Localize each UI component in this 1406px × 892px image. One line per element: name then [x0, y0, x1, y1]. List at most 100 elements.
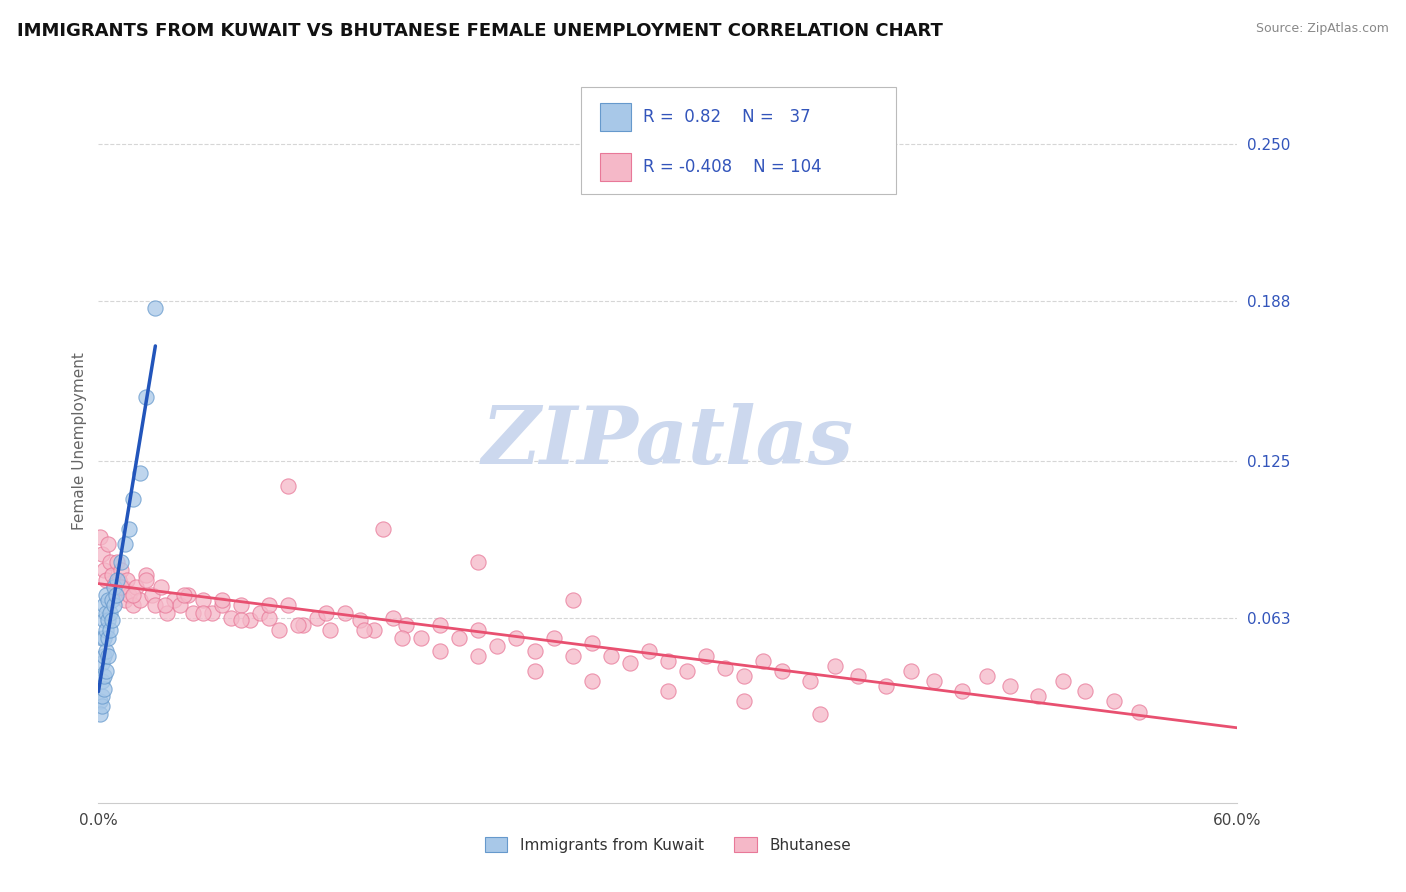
Point [91, 699, 114, 714]
Point [89, 530, 111, 544]
Point [581, 636, 603, 650]
Point [292, 618, 315, 632]
Point [267, 624, 290, 638]
Point [486, 639, 509, 653]
Point [229, 598, 252, 612]
Point [94, 643, 117, 657]
Point [183, 606, 205, 620]
Point [467, 624, 489, 638]
Point [94, 624, 117, 638]
Point [110, 555, 132, 569]
Point [1026, 690, 1049, 704]
Point [319, 624, 342, 638]
Point [353, 624, 375, 638]
Point [98, 555, 121, 569]
Point [543, 631, 565, 645]
Point [100, 613, 122, 627]
Point [976, 669, 998, 683]
Point [115, 573, 138, 587]
Point [581, 674, 603, 689]
Point [335, 606, 357, 620]
Point [211, 598, 233, 612]
Point [145, 598, 167, 612]
Point [1102, 694, 1125, 708]
Point [467, 555, 489, 569]
Point [93, 563, 115, 577]
Point [150, 580, 173, 594]
Point [467, 648, 489, 663]
Point [93, 669, 115, 683]
Point [121, 491, 143, 506]
Point [129, 467, 152, 481]
Text: ZIPatlas: ZIPatlas [482, 403, 853, 480]
Point [191, 593, 214, 607]
Point [714, 661, 737, 675]
Text: R =  0.82    N =   37: R = 0.82 N = 37 [643, 108, 810, 126]
Point [100, 593, 122, 607]
Point [229, 613, 252, 627]
Point [91, 657, 114, 671]
Point [505, 631, 527, 645]
Point [201, 606, 224, 620]
Point [429, 643, 451, 657]
Point [349, 613, 371, 627]
Point [114, 593, 136, 607]
Point [1052, 674, 1074, 689]
Point [135, 573, 157, 587]
Point [107, 573, 129, 587]
Point [125, 580, 148, 594]
Point [135, 390, 157, 404]
Point [129, 593, 152, 607]
Point [239, 613, 262, 627]
Point [211, 593, 233, 607]
Point [824, 659, 846, 673]
Point [103, 578, 125, 592]
Point [104, 588, 127, 602]
Point [657, 654, 679, 668]
Point [110, 580, 132, 594]
Point [799, 674, 821, 689]
Point [141, 588, 163, 602]
Point [900, 664, 922, 678]
Point [524, 664, 547, 678]
Point [118, 522, 141, 536]
Point [638, 643, 661, 657]
Point [135, 567, 157, 582]
Point [875, 679, 897, 693]
Point [114, 537, 136, 551]
Y-axis label: Female Unemployment: Female Unemployment [72, 352, 87, 531]
Point [91, 631, 114, 645]
Point [381, 611, 404, 625]
Point [145, 301, 167, 316]
Text: R = -0.408    N = 104: R = -0.408 N = 104 [643, 158, 821, 176]
Point [91, 674, 114, 689]
Point [93, 681, 115, 696]
Point [562, 648, 585, 663]
Point [695, 648, 717, 663]
Point [94, 606, 117, 620]
Point [89, 707, 111, 722]
Point [100, 567, 122, 582]
Point [449, 631, 471, 645]
Point [259, 598, 281, 612]
Point [562, 593, 585, 607]
Point [97, 593, 120, 607]
Point [121, 588, 143, 602]
Point [922, 674, 945, 689]
Point [93, 613, 115, 627]
Point [176, 588, 198, 602]
Point [619, 657, 641, 671]
Text: IMMIGRANTS FROM KUWAIT VS BHUTANESE FEMALE UNEMPLOYMENT CORRELATION CHART: IMMIGRANTS FROM KUWAIT VS BHUTANESE FEMA… [17, 22, 943, 40]
Point [121, 598, 143, 612]
Point [93, 598, 115, 612]
Point [391, 631, 413, 645]
Point [110, 563, 132, 577]
Text: Source: ZipAtlas.com: Source: ZipAtlas.com [1256, 22, 1389, 36]
Point [950, 684, 973, 698]
Point [411, 631, 433, 645]
Point [112, 580, 135, 594]
Point [103, 598, 125, 612]
Point [97, 648, 120, 663]
Point [103, 580, 125, 594]
Point [156, 606, 179, 620]
